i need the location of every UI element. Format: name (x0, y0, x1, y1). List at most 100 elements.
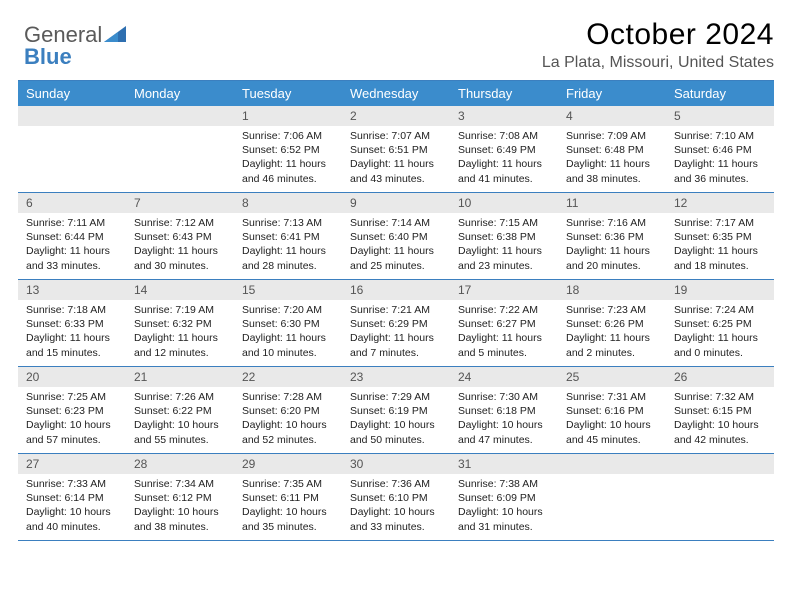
day-daylight2: and 50 minutes. (350, 433, 442, 447)
day-daylight1: Daylight: 10 hours (674, 418, 766, 432)
day-sunrise: Sunrise: 7:23 AM (566, 303, 658, 317)
day-sunset: Sunset: 6:46 PM (674, 143, 766, 157)
day-number: 4 (558, 106, 666, 126)
day-daylight2: and 47 minutes. (458, 433, 550, 447)
day-daylight1: Daylight: 10 hours (134, 505, 226, 519)
day-sunrise: Sunrise: 7:24 AM (674, 303, 766, 317)
day-body: Sunrise: 7:12 AMSunset: 6:43 PMDaylight:… (126, 213, 234, 279)
day-daylight1: Daylight: 11 hours (350, 244, 442, 258)
day-number: 6 (18, 193, 126, 213)
day-body: Sunrise: 7:25 AMSunset: 6:23 PMDaylight:… (18, 387, 126, 453)
week-row: 6Sunrise: 7:11 AMSunset: 6:44 PMDaylight… (18, 193, 774, 280)
logo-sail-icon (104, 26, 126, 42)
day-body: Sunrise: 7:08 AMSunset: 6:49 PMDaylight:… (450, 126, 558, 192)
day-daylight2: and 43 minutes. (350, 172, 442, 186)
day-body: Sunrise: 7:32 AMSunset: 6:15 PMDaylight:… (666, 387, 774, 453)
weeks-container: 1Sunrise: 7:06 AMSunset: 6:52 PMDaylight… (18, 106, 774, 541)
calendar-page: General Blue October 2024 La Plata, Miss… (0, 0, 792, 553)
day-daylight2: and 55 minutes. (134, 433, 226, 447)
day-sunrise: Sunrise: 7:35 AM (242, 477, 334, 491)
day-body: Sunrise: 7:11 AMSunset: 6:44 PMDaylight:… (18, 213, 126, 279)
day-number: 11 (558, 193, 666, 213)
day-sunrise: Sunrise: 7:12 AM (134, 216, 226, 230)
day-number: 27 (18, 454, 126, 474)
day-number: 13 (18, 280, 126, 300)
day-cell: 31Sunrise: 7:38 AMSunset: 6:09 PMDayligh… (450, 454, 558, 540)
day-daylight2: and 38 minutes. (134, 520, 226, 534)
day-sunset: Sunset: 6:10 PM (350, 491, 442, 505)
day-sunrise: Sunrise: 7:20 AM (242, 303, 334, 317)
day-daylight2: and 40 minutes. (26, 520, 118, 534)
day-daylight1: Daylight: 10 hours (242, 505, 334, 519)
day-body: Sunrise: 7:26 AMSunset: 6:22 PMDaylight:… (126, 387, 234, 453)
day-body: Sunrise: 7:28 AMSunset: 6:20 PMDaylight:… (234, 387, 342, 453)
day-daylight1: Daylight: 11 hours (26, 331, 118, 345)
day-sunrise: Sunrise: 7:36 AM (350, 477, 442, 491)
day-sunset: Sunset: 6:33 PM (26, 317, 118, 331)
day-number: 14 (126, 280, 234, 300)
day-number: 7 (126, 193, 234, 213)
day-cell: 2Sunrise: 7:07 AMSunset: 6:51 PMDaylight… (342, 106, 450, 192)
day-cell: 16Sunrise: 7:21 AMSunset: 6:29 PMDayligh… (342, 280, 450, 366)
day-cell: 15Sunrise: 7:20 AMSunset: 6:30 PMDayligh… (234, 280, 342, 366)
day-cell: 4Sunrise: 7:09 AMSunset: 6:48 PMDaylight… (558, 106, 666, 192)
day-cell: 13Sunrise: 7:18 AMSunset: 6:33 PMDayligh… (18, 280, 126, 366)
day-sunset: Sunset: 6:09 PM (458, 491, 550, 505)
day-body: Sunrise: 7:31 AMSunset: 6:16 PMDaylight:… (558, 387, 666, 453)
day-daylight2: and 20 minutes. (566, 259, 658, 273)
day-number: 23 (342, 367, 450, 387)
day-number (666, 454, 774, 474)
day-number: 5 (666, 106, 774, 126)
day-number (18, 106, 126, 126)
day-sunset: Sunset: 6:41 PM (242, 230, 334, 244)
day-sunset: Sunset: 6:44 PM (26, 230, 118, 244)
day-sunrise: Sunrise: 7:26 AM (134, 390, 226, 404)
day-sunset: Sunset: 6:49 PM (458, 143, 550, 157)
day-number: 21 (126, 367, 234, 387)
day-number: 1 (234, 106, 342, 126)
day-daylight1: Daylight: 11 hours (350, 331, 442, 345)
day-sunrise: Sunrise: 7:34 AM (134, 477, 226, 491)
day-cell: 9Sunrise: 7:14 AMSunset: 6:40 PMDaylight… (342, 193, 450, 279)
day-sunrise: Sunrise: 7:13 AM (242, 216, 334, 230)
day-sunrise: Sunrise: 7:19 AM (134, 303, 226, 317)
weekday-header: Saturday (666, 81, 774, 106)
day-sunrise: Sunrise: 7:15 AM (458, 216, 550, 230)
day-sunset: Sunset: 6:40 PM (350, 230, 442, 244)
header: General Blue October 2024 La Plata, Miss… (18, 18, 774, 72)
day-sunrise: Sunrise: 7:17 AM (674, 216, 766, 230)
day-sunrise: Sunrise: 7:09 AM (566, 129, 658, 143)
day-number: 30 (342, 454, 450, 474)
day-daylight2: and 38 minutes. (566, 172, 658, 186)
day-daylight2: and 23 minutes. (458, 259, 550, 273)
day-sunset: Sunset: 6:48 PM (566, 143, 658, 157)
day-body: Sunrise: 7:23 AMSunset: 6:26 PMDaylight:… (558, 300, 666, 366)
day-cell: 25Sunrise: 7:31 AMSunset: 6:16 PMDayligh… (558, 367, 666, 453)
day-body: Sunrise: 7:17 AMSunset: 6:35 PMDaylight:… (666, 213, 774, 279)
day-cell: 11Sunrise: 7:16 AMSunset: 6:36 PMDayligh… (558, 193, 666, 279)
logo-text-blue: Blue (24, 44, 72, 69)
week-row: 27Sunrise: 7:33 AMSunset: 6:14 PMDayligh… (18, 454, 774, 541)
day-daylight1: Daylight: 11 hours (566, 331, 658, 345)
day-cell: 29Sunrise: 7:35 AMSunset: 6:11 PMDayligh… (234, 454, 342, 540)
day-body: Sunrise: 7:15 AMSunset: 6:38 PMDaylight:… (450, 213, 558, 279)
day-daylight1: Daylight: 11 hours (134, 331, 226, 345)
day-body: Sunrise: 7:21 AMSunset: 6:29 PMDaylight:… (342, 300, 450, 366)
day-cell: 19Sunrise: 7:24 AMSunset: 6:25 PMDayligh… (666, 280, 774, 366)
day-cell: 23Sunrise: 7:29 AMSunset: 6:19 PMDayligh… (342, 367, 450, 453)
day-number: 12 (666, 193, 774, 213)
day-body: Sunrise: 7:06 AMSunset: 6:52 PMDaylight:… (234, 126, 342, 192)
day-daylight2: and 46 minutes. (242, 172, 334, 186)
day-daylight1: Daylight: 11 hours (674, 157, 766, 171)
day-sunset: Sunset: 6:32 PM (134, 317, 226, 331)
day-sunset: Sunset: 6:18 PM (458, 404, 550, 418)
day-number (558, 454, 666, 474)
location: La Plata, Missouri, United States (542, 54, 774, 72)
day-daylight1: Daylight: 10 hours (26, 505, 118, 519)
day-sunset: Sunset: 6:22 PM (134, 404, 226, 418)
day-sunrise: Sunrise: 7:14 AM (350, 216, 442, 230)
weekday-header: Wednesday (342, 81, 450, 106)
day-sunrise: Sunrise: 7:21 AM (350, 303, 442, 317)
day-cell: 17Sunrise: 7:22 AMSunset: 6:27 PMDayligh… (450, 280, 558, 366)
day-sunrise: Sunrise: 7:28 AM (242, 390, 334, 404)
